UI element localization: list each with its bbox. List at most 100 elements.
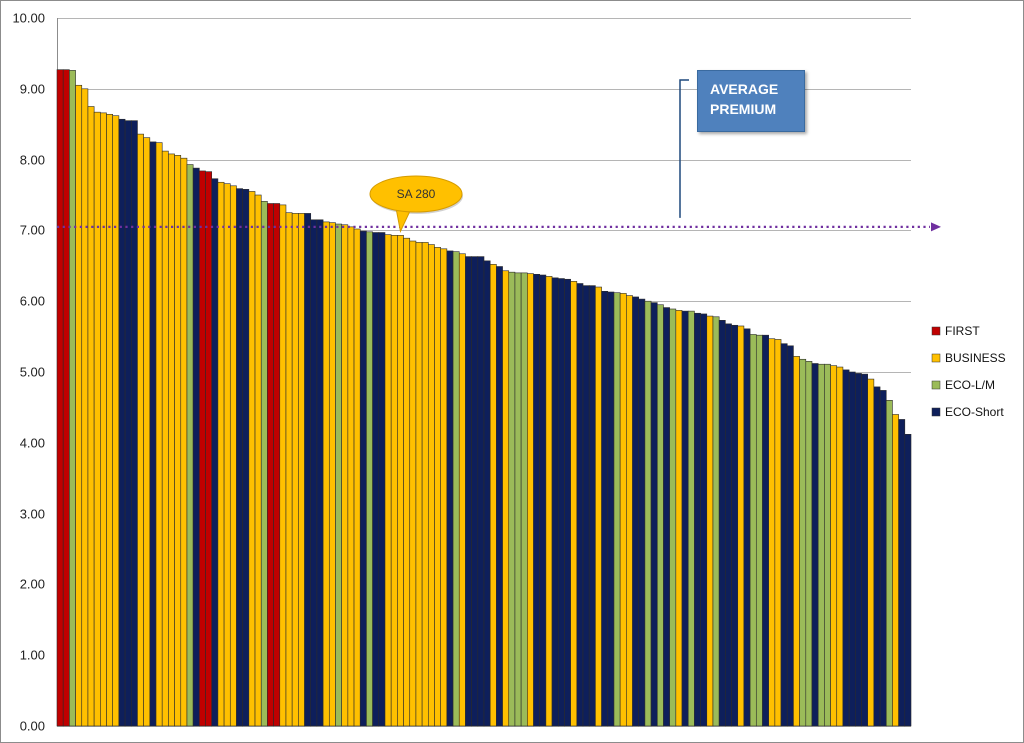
bar-business bbox=[403, 237, 411, 727]
y-tick-label: 6.00 bbox=[20, 294, 45, 309]
bar-business bbox=[279, 204, 287, 727]
bar-business bbox=[595, 286, 602, 727]
bar-eco-short bbox=[842, 369, 850, 727]
bar-eco-l-m bbox=[69, 70, 76, 727]
bar-eco-l-m bbox=[712, 316, 720, 727]
bar-eco-short bbox=[731, 324, 739, 727]
bar-eco-short bbox=[904, 433, 912, 727]
callout-bubble bbox=[369, 175, 463, 213]
average-line-group bbox=[57, 79, 941, 232]
bar-business bbox=[768, 338, 776, 727]
bar-business bbox=[836, 366, 844, 727]
bar-eco-l-m bbox=[452, 251, 460, 727]
bar-eco-short bbox=[124, 120, 132, 727]
y-axis-tick-labels: 0.00 1.00 2.00 3.00 4.00 5.00 6.00 7.00 8.00 9.00… bbox=[12, 11, 45, 734]
bar-first bbox=[199, 170, 206, 727]
bar-business bbox=[347, 226, 355, 727]
bar-eco-l-m bbox=[656, 304, 664, 727]
bar-eco-short bbox=[477, 256, 485, 727]
bar-business bbox=[502, 270, 510, 727]
bar-business bbox=[137, 133, 144, 727]
bar-eco-l-m bbox=[186, 164, 194, 727]
bar-eco-short bbox=[130, 120, 138, 727]
bar-business bbox=[545, 276, 553, 727]
bar-business bbox=[254, 194, 262, 727]
bar-business bbox=[229, 185, 237, 727]
bar-business bbox=[155, 142, 163, 727]
bar-eco-l-m bbox=[749, 334, 757, 727]
bar-eco-short bbox=[879, 390, 887, 727]
y-tick-label: 1.00 bbox=[20, 648, 45, 663]
bar-business bbox=[384, 234, 392, 727]
bar-eco-short bbox=[898, 419, 906, 727]
average-line-arrowhead bbox=[931, 222, 941, 232]
bar-eco-short bbox=[316, 219, 324, 727]
legend-swatch-business bbox=[931, 353, 941, 363]
bar-business bbox=[427, 244, 435, 727]
bar-eco-short bbox=[576, 283, 584, 727]
bar-business bbox=[298, 213, 305, 727]
bar-eco-short bbox=[638, 298, 646, 727]
bar-eco-short bbox=[211, 178, 219, 727]
bar-eco-l-m bbox=[885, 400, 893, 727]
bar-business bbox=[174, 155, 182, 727]
sa-280-callout-label: SA 280 bbox=[396, 187, 436, 201]
bar-eco-l-m bbox=[799, 358, 807, 727]
bar-business bbox=[397, 235, 404, 727]
bar-business bbox=[75, 84, 83, 727]
legend: FIRST BUSINESS ECO-L/M ECO-Short bbox=[931, 324, 1006, 419]
bar-eco-short bbox=[632, 296, 640, 727]
bar-business bbox=[415, 242, 423, 727]
legend-label-business: BUSINESS bbox=[945, 351, 1006, 365]
y-tick-label: 8.00 bbox=[20, 153, 45, 168]
bar-eco-short bbox=[446, 250, 454, 727]
y-tick-label: 4.00 bbox=[20, 436, 45, 451]
bar-business bbox=[619, 293, 627, 727]
bar-business bbox=[248, 191, 256, 727]
bar-business bbox=[81, 88, 89, 727]
bar-business bbox=[112, 115, 120, 727]
y-tick-label: 7.00 bbox=[20, 223, 45, 238]
bar-eco-short bbox=[663, 307, 670, 727]
legend-label-first: FIRST bbox=[945, 324, 980, 338]
bar-eco-short bbox=[681, 310, 689, 727]
bar-business bbox=[341, 224, 349, 727]
bar-business bbox=[706, 315, 714, 727]
bar-business bbox=[217, 181, 225, 727]
bar-business bbox=[409, 240, 417, 727]
bar-eco-short bbox=[848, 371, 856, 727]
bar-eco-l-m bbox=[824, 363, 831, 727]
bar-eco-short bbox=[496, 266, 503, 727]
bar-business bbox=[793, 356, 800, 727]
bar-eco-short bbox=[557, 278, 565, 727]
bar-eco-short bbox=[533, 273, 541, 727]
bar-eco-l-m bbox=[687, 310, 695, 727]
bar-eco-short bbox=[483, 260, 491, 727]
bar-eco-short bbox=[310, 219, 318, 727]
bar-business bbox=[527, 273, 534, 727]
bar-business bbox=[570, 281, 578, 727]
bar-eco-short bbox=[725, 323, 732, 727]
bar-eco-short bbox=[786, 345, 794, 727]
bar-business bbox=[737, 325, 745, 727]
bar-eco-short bbox=[192, 167, 200, 727]
bar-eco-short bbox=[694, 312, 701, 727]
bar-business bbox=[353, 228, 361, 727]
average-box-connector bbox=[679, 79, 689, 218]
callout-group bbox=[369, 175, 463, 233]
bar-business bbox=[223, 183, 231, 727]
bar-eco-l-m bbox=[260, 201, 268, 727]
bar-eco-l-m bbox=[755, 334, 763, 727]
bar-eco-short bbox=[564, 278, 571, 727]
bar-eco-short bbox=[811, 363, 819, 727]
bar-business bbox=[106, 113, 114, 727]
bar-eco-l-m bbox=[669, 308, 677, 727]
bar-business bbox=[285, 212, 293, 727]
legend-swatch-first bbox=[931, 326, 941, 336]
bar-eco-short bbox=[378, 232, 386, 727]
average-premium-box: AVERAGE PREMIUM bbox=[697, 70, 805, 132]
bar-business bbox=[421, 242, 429, 727]
bar-business bbox=[440, 248, 448, 727]
bar-eco-short bbox=[743, 328, 751, 727]
